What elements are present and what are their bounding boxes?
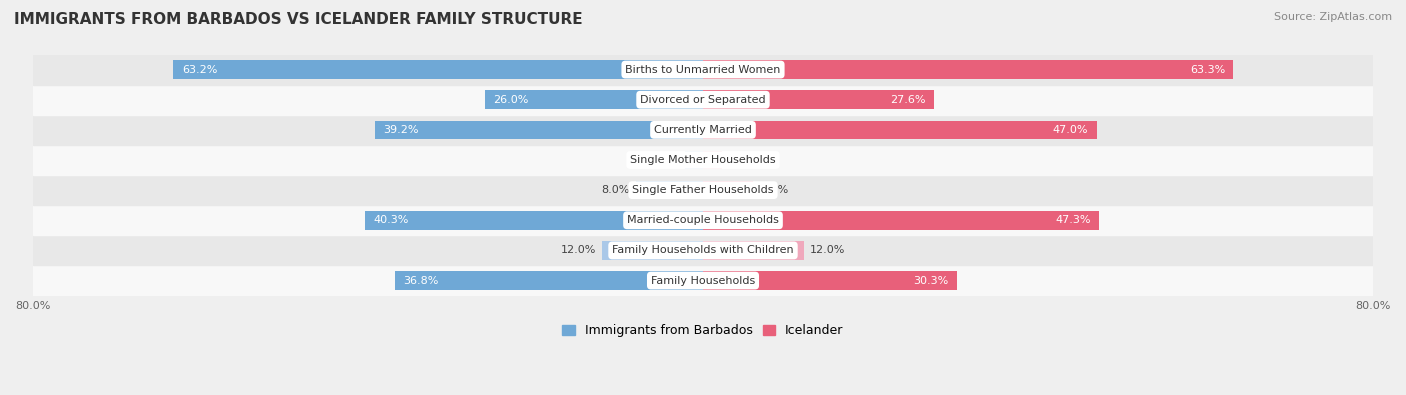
Text: 6.0%: 6.0% [761,185,789,195]
Text: 36.8%: 36.8% [404,276,439,286]
Text: 2.2%: 2.2% [650,155,678,165]
Bar [32,205,1374,235]
Bar [485,90,703,109]
Text: 27.6%: 27.6% [890,95,927,105]
Text: Family Households: Family Households [651,276,755,286]
Text: Married-couple Households: Married-couple Households [627,215,779,225]
Text: 40.3%: 40.3% [374,215,409,225]
Text: Divorced or Separated: Divorced or Separated [640,95,766,105]
Text: 47.0%: 47.0% [1053,125,1088,135]
Text: 12.0%: 12.0% [561,245,596,256]
Bar [636,181,703,199]
Bar [703,181,754,199]
Bar [703,90,934,109]
Text: Single Mother Households: Single Mother Households [630,155,776,165]
Bar [703,211,1099,229]
Text: Source: ZipAtlas.com: Source: ZipAtlas.com [1274,12,1392,22]
Bar [685,150,703,169]
Text: 2.3%: 2.3% [728,155,758,165]
Bar [32,175,1374,205]
Text: 26.0%: 26.0% [494,95,529,105]
Bar [703,271,957,290]
Bar [703,150,723,169]
Bar [703,120,1097,139]
Bar [374,120,703,139]
Bar [366,211,703,229]
Legend: Immigrants from Barbados, Icelander: Immigrants from Barbados, Icelander [557,320,849,342]
Text: Single Father Households: Single Father Households [633,185,773,195]
Text: 8.0%: 8.0% [600,185,630,195]
Bar [32,115,1374,145]
Bar [395,271,703,290]
Bar [32,265,1374,295]
Text: 30.3%: 30.3% [914,276,949,286]
Text: 47.3%: 47.3% [1056,215,1091,225]
Text: 39.2%: 39.2% [382,125,419,135]
Bar [703,60,1233,79]
Bar [32,145,1374,175]
Bar [32,85,1374,115]
Text: 63.3%: 63.3% [1189,64,1225,75]
Text: Births to Unmarried Women: Births to Unmarried Women [626,64,780,75]
Text: Currently Married: Currently Married [654,125,752,135]
Bar [602,241,703,260]
Text: 12.0%: 12.0% [810,245,845,256]
Bar [32,55,1374,85]
Text: 63.2%: 63.2% [181,64,217,75]
Bar [32,235,1374,265]
Text: Family Households with Children: Family Households with Children [612,245,794,256]
Bar [173,60,703,79]
Text: IMMIGRANTS FROM BARBADOS VS ICELANDER FAMILY STRUCTURE: IMMIGRANTS FROM BARBADOS VS ICELANDER FA… [14,12,582,27]
Bar [703,241,804,260]
